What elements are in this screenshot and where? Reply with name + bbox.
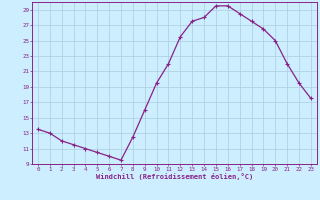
X-axis label: Windchill (Refroidissement éolien,°C): Windchill (Refroidissement éolien,°C) xyxy=(96,173,253,180)
